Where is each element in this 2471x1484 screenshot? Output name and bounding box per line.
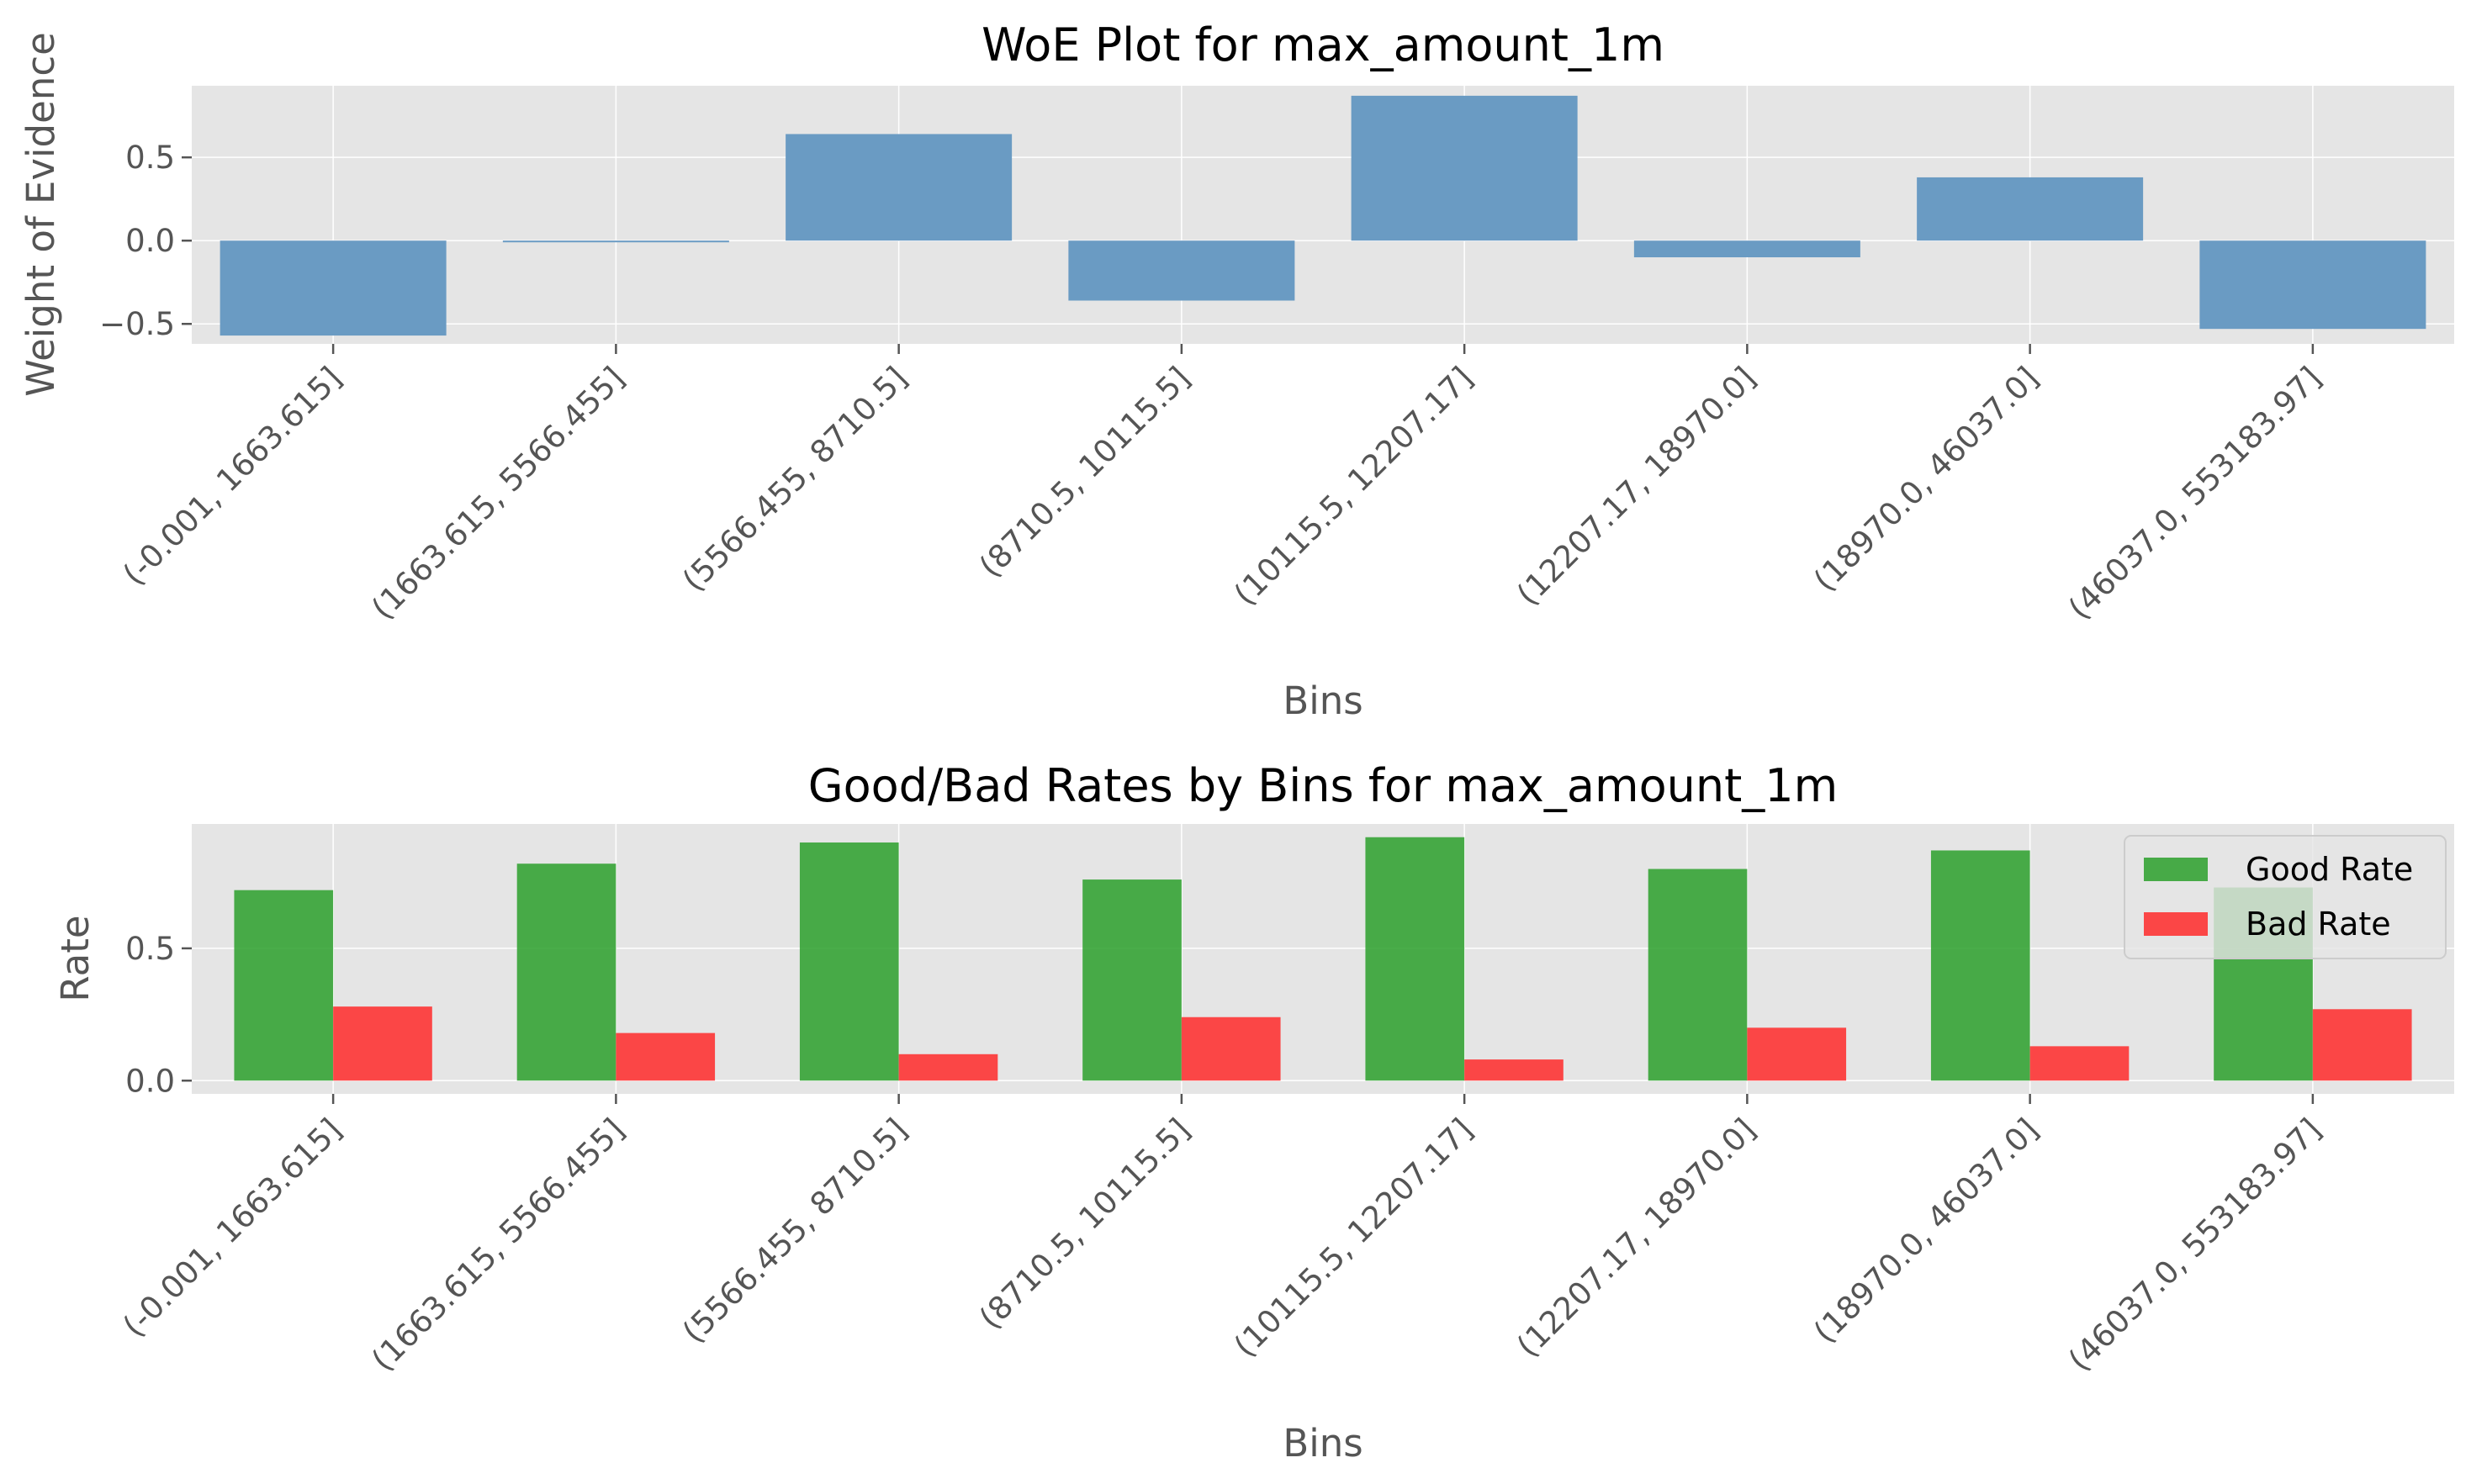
woe-x-tick-label: (12207.17, 18970.0] xyxy=(1510,360,1762,612)
rates-y-ticks: 0.0 0.5 xyxy=(125,931,192,1099)
woe-x-tick-label: (5566.455, 8710.5] xyxy=(675,360,914,599)
woe-bar xyxy=(220,240,447,336)
rates-legend: Good Rate Bad Rate xyxy=(2124,835,2447,959)
woe-bar xyxy=(1917,177,2144,241)
rates-x-tick-label: (18970.0, 46037.0] xyxy=(1807,1112,2045,1350)
woe-bar xyxy=(1633,240,1860,258)
bad-rate-bar xyxy=(333,1006,432,1081)
rates-x-tick-label: (8710.5, 10115.5] xyxy=(972,1112,1197,1336)
woe-bar xyxy=(1068,240,1295,301)
rates-x-tick-label: (46037.0, 553183.97] xyxy=(2061,1112,2328,1378)
woe-y-tick-label: −0.5 xyxy=(99,306,175,342)
woe-x-tick-label: (8710.5, 10115.5] xyxy=(972,360,1197,584)
legend-label-bad-rate: Bad Rate xyxy=(2246,906,2391,943)
woe-x-tick-label: (-0.001, 1663.615] xyxy=(116,360,349,593)
rates-chart: 0.0 0.5 (-0.001, 1663.615] (1663.615, 5566… xyxy=(53,759,2454,1466)
good-rate-bar xyxy=(1648,869,1748,1081)
bad-rate-bar xyxy=(1464,1059,1564,1081)
bad-rate-bar xyxy=(898,1054,998,1081)
rates-x-tick-label: (-0.001, 1663.615] xyxy=(116,1112,349,1344)
good-rate-bar xyxy=(516,863,616,1081)
good-rate-bar xyxy=(1365,837,1465,1081)
rates-y-axis-label: Rate xyxy=(53,915,98,1001)
woe-bar xyxy=(2199,240,2426,330)
legend-swatch-bad-rate xyxy=(2144,912,2208,936)
woe-chart: −0.5 0.0 0.5 (-0.001, 1663.615] (1663.615, … xyxy=(19,18,2454,723)
woe-x-ticks: (-0.001, 1663.615] (1663.615, 5566.455] (5… xyxy=(116,344,2328,626)
good-rate-bar xyxy=(1930,850,2030,1081)
rates-x-tick-label: (10115.5, 12207.17] xyxy=(1227,1112,1479,1364)
good-rate-bar xyxy=(234,890,334,1081)
woe-bars xyxy=(220,95,2426,336)
woe-x-tick-label: (18970.0, 46037.0] xyxy=(1807,360,2045,599)
woe-y-tick-label: 0.0 xyxy=(125,223,175,259)
woe-x-tick-label: (10115.5, 12207.17] xyxy=(1227,360,1479,612)
woe-x-tick-label: (46037.0, 553183.97] xyxy=(2061,360,2328,626)
woe-y-axis-label: Weight of Evidence xyxy=(19,32,63,397)
bad-rate-bar xyxy=(1181,1017,1281,1081)
rates-x-tick-label: (12207.17, 18970.0] xyxy=(1510,1112,1762,1364)
woe-bar xyxy=(1351,95,1578,241)
legend-label-good-rate: Good Rate xyxy=(2246,851,2413,888)
rates-bars xyxy=(234,837,2412,1081)
rates-y-tick-label: 0.0 xyxy=(125,1063,175,1099)
woe-y-tick-label: 0.5 xyxy=(125,140,175,176)
woe-x-axis-label: Bins xyxy=(1283,679,1362,723)
woe-bar xyxy=(502,240,729,243)
woe-chart-title: WoE Plot for max_amount_1m xyxy=(982,18,1664,71)
rates-chart-title: Good/Bad Rates by Bins for max_amount_1m xyxy=(808,759,1838,812)
rates-x-tick-label: (5566.455, 8710.5] xyxy=(675,1112,914,1350)
rates-y-tick-label: 0.5 xyxy=(125,931,175,967)
rates-x-axis-label: Bins xyxy=(1283,1421,1362,1466)
bad-rate-bar xyxy=(1747,1027,1847,1081)
rates-x-tick-label: (1663.615, 5566.455] xyxy=(365,1112,632,1378)
bad-rate-bar xyxy=(616,1032,716,1081)
bad-rate-bar xyxy=(2312,1009,2412,1081)
good-rate-bar xyxy=(799,842,899,1081)
woe-x-tick-label: (1663.615, 5566.455] xyxy=(365,360,632,626)
good-rate-bar xyxy=(1082,879,1182,1081)
woe-bar xyxy=(786,134,1013,241)
legend-swatch-good-rate xyxy=(2144,858,2208,881)
woe-y-ticks: −0.5 0.0 0.5 xyxy=(99,140,192,342)
rates-x-ticks: (-0.001, 1663.615] (1663.615, 5566.455] (5… xyxy=(116,1094,2328,1378)
bad-rate-bar xyxy=(2029,1046,2130,1081)
